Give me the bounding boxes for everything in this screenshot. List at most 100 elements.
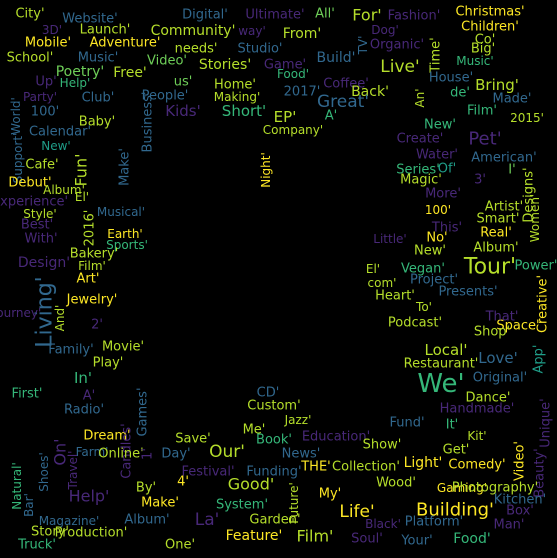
word-home: Home': [214, 78, 256, 93]
word-us: us': [174, 75, 193, 90]
word-creative: Creative': [536, 275, 551, 333]
word-first: First': [12, 387, 43, 402]
word-tv: TV': [356, 36, 370, 56]
word-help: Help': [69, 487, 110, 506]
word-baby: Baby': [79, 115, 115, 130]
word-website: Website': [62, 12, 117, 27]
word-the: THE': [300, 460, 331, 475]
word-my: My': [319, 487, 341, 502]
word-experience: Experience': [0, 195, 68, 210]
word-show: Show': [363, 438, 402, 453]
word-me: Me': [243, 423, 266, 438]
word-food: Food': [277, 67, 309, 81]
word-new: New': [41, 139, 70, 153]
word-smart: Smart': [477, 212, 520, 227]
word-el: El': [75, 190, 89, 204]
word-new: New': [424, 118, 456, 133]
word-great: Great': [317, 92, 369, 112]
word-4: 4': [177, 475, 189, 490]
word-kit: Kit': [467, 429, 486, 443]
word-house: House': [429, 71, 473, 86]
word-making: Making': [214, 90, 261, 104]
word-club: Club': [82, 91, 115, 106]
word-ultimate: Ultimate': [245, 8, 304, 23]
word-restaurant: Restaurant': [404, 357, 479, 372]
word-space: Space': [496, 319, 539, 334]
word-dance: Dance': [466, 391, 511, 406]
word-musical: Musical': [97, 205, 145, 219]
word-day: Day': [161, 447, 190, 462]
word-kids: Kids': [165, 102, 200, 120]
word-feature: Feature': [226, 528, 283, 544]
word-la: La': [195, 510, 220, 530]
word-no: No': [426, 231, 447, 246]
word-save: Save': [175, 432, 210, 447]
word-platform: Platform': [405, 515, 463, 530]
word-short: Short': [222, 102, 266, 120]
word-a: A': [325, 109, 337, 124]
word-dog: Dog': [371, 23, 399, 37]
word-online: Online': [98, 447, 144, 462]
word-film: Film': [297, 527, 334, 546]
word-fund: Fund': [389, 416, 424, 431]
word-unique: Unique': [539, 398, 554, 447]
word-it: It': [446, 418, 459, 433]
word-up: Up': [35, 75, 56, 90]
word-from: From': [283, 26, 322, 42]
word-more: More': [425, 187, 461, 202]
word-2017: 2017': [284, 85, 321, 100]
word-de: de': [450, 86, 470, 101]
word-2016: 2016': [83, 210, 98, 247]
word-by: By': [136, 481, 156, 496]
word-journey: Journey': [0, 306, 41, 320]
word-natural: Natural': [10, 462, 24, 510]
word-3d: 3D': [42, 23, 62, 37]
word-magazine: Magazine': [39, 514, 100, 528]
word-american: American': [471, 151, 536, 166]
word-gaming: Gaming': [437, 481, 487, 495]
word-video: Video': [147, 54, 187, 69]
word-an: An': [413, 88, 427, 107]
word-one: One': [165, 538, 195, 553]
word-our: Our': [209, 442, 245, 462]
word-project: Project': [410, 273, 458, 288]
word-podcast: Podcast': [388, 316, 442, 331]
word-living: Living': [33, 276, 58, 347]
word-magic: Magic': [400, 173, 442, 188]
word-adventure: Adventure': [90, 36, 161, 51]
word-shoes: Shoes': [37, 452, 51, 492]
word-make: Make': [141, 496, 179, 511]
word-cafe: Cafe': [25, 158, 58, 173]
word-shop: Shop': [474, 325, 510, 340]
word-art: Art': [77, 272, 100, 287]
word-beauty: Beauty': [533, 448, 548, 498]
word-future: Future': [287, 482, 301, 524]
word-big: Big': [471, 42, 495, 57]
word-free: Free': [113, 65, 147, 81]
word-best: Best': [21, 218, 53, 233]
word-earth: Earth': [107, 227, 142, 241]
word-to: To': [415, 300, 432, 314]
word-designs: Designs': [522, 167, 537, 222]
word-comedy: Comedy': [448, 458, 505, 473]
word-that: That': [485, 310, 519, 325]
word-create: Create': [397, 132, 444, 147]
word-box: Box': [506, 504, 534, 519]
word-all: All': [315, 7, 335, 22]
word-fun: Fun': [72, 153, 91, 186]
word-bar: Bar': [22, 493, 36, 517]
word-debut: Debut': [8, 176, 51, 191]
word-play: Play': [93, 356, 124, 371]
word-life: Life': [339, 502, 374, 522]
word-night: Night': [259, 152, 273, 188]
word-production: Production': [55, 526, 128, 541]
word-light: Light': [404, 455, 443, 471]
word-video: Video': [513, 441, 528, 481]
word-world: World': [9, 97, 23, 135]
word-funding: Funding': [246, 465, 301, 480]
word-truck: Truck': [17, 538, 56, 553]
word-building: Building': [416, 500, 494, 521]
word-women: Women': [528, 194, 542, 242]
word-black: Black': [365, 517, 401, 531]
